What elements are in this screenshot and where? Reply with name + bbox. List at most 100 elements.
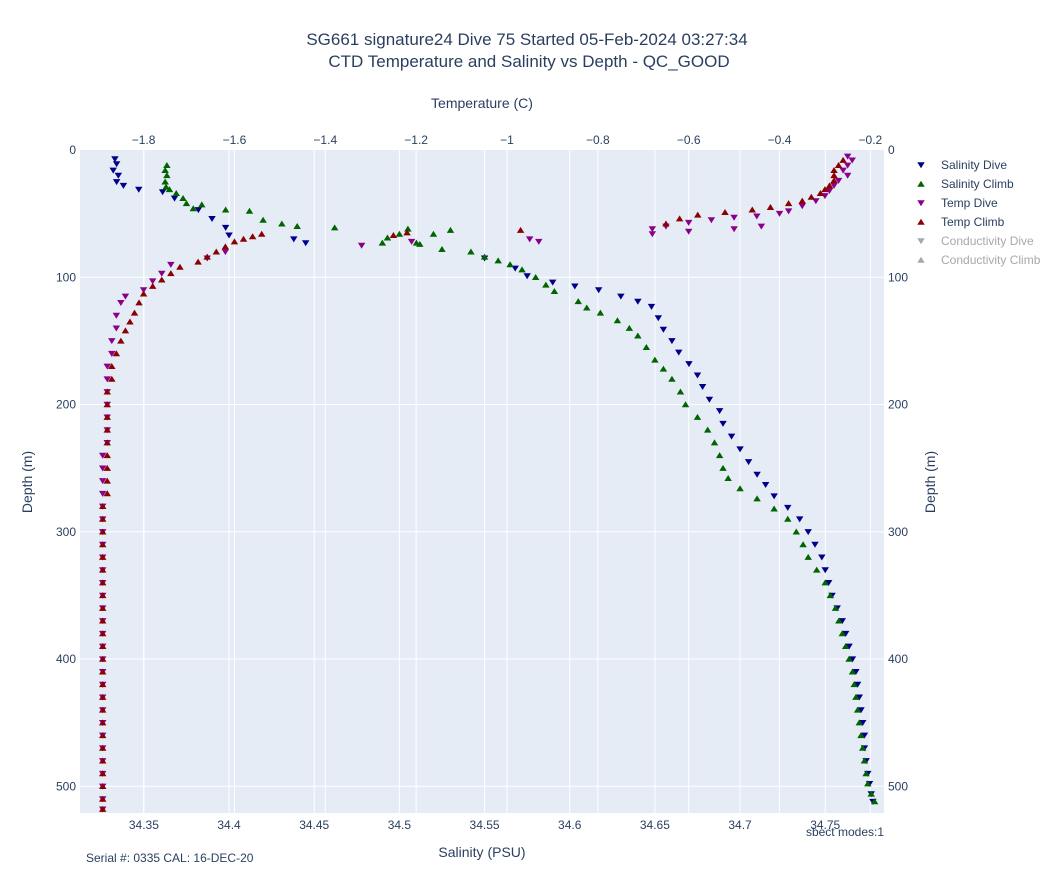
- salinity-climb-marker: [480, 253, 489, 260]
- temp-dive-marker: [684, 228, 693, 235]
- salinity-dive-marker: [170, 195, 179, 202]
- temp-climb-marker: [825, 182, 834, 189]
- legend: Salinity Dive Salinity Climb Temp Dive Temp…: [917, 158, 1041, 267]
- temp-climb-marker: [839, 156, 847, 163]
- temp-climb-marker: [98, 770, 107, 777]
- salinity-dive-marker: [811, 541, 819, 548]
- temp-dive-marker: [158, 270, 166, 277]
- salinity-climb-marker: [804, 553, 812, 560]
- temp-climb-marker: [221, 243, 230, 250]
- temp-climb-marker: [694, 211, 702, 218]
- salinity-dive-marker: [659, 326, 668, 333]
- temp-climb-marker: [830, 172, 838, 179]
- salinity-climb-marker: [715, 452, 724, 459]
- salinity-dive-marker: [698, 383, 707, 390]
- salinity-dive-marker: [858, 719, 867, 726]
- depth-tick-label-left: 300: [56, 525, 76, 539]
- temp-dive-marker: [108, 338, 116, 345]
- salinity-climb-marker: [841, 642, 850, 649]
- top-axis-title: Temperature (C): [431, 95, 533, 111]
- temp-climb-marker: [807, 193, 816, 200]
- salinity-climb-marker: [378, 239, 387, 246]
- salinity-climb-marker: [831, 604, 840, 611]
- salinity-dive-marker: [727, 433, 736, 440]
- temp-dive-marker: [648, 226, 657, 233]
- temp-climb-marker: [112, 350, 121, 357]
- temp-dive-marker: [357, 242, 366, 249]
- temp-climb-marker: [98, 566, 107, 573]
- salinity-climb-marker: [821, 579, 829, 586]
- salinity-climb-marker: [753, 495, 761, 502]
- temperature-tick-label: −0.4: [768, 133, 792, 147]
- salinity-tick-label: 34.65: [640, 818, 670, 832]
- salinity-climb-marker: [799, 541, 807, 548]
- salinity-climb-marker: [625, 324, 634, 331]
- temp-climb-marker: [784, 200, 793, 207]
- temp-dive-marker: [839, 167, 847, 174]
- depth-tick-label-left: 200: [56, 398, 76, 412]
- conductivity-dive-legend-label[interactable]: Conductivity Dive: [941, 234, 1034, 248]
- temp-dive-marker: [167, 261, 175, 268]
- salinity-dive-legend-label[interactable]: Salinity Dive: [941, 158, 1007, 172]
- temp-climb-marker: [98, 528, 107, 535]
- temp-dive-marker: [117, 300, 125, 307]
- salinity-climb-marker: [429, 230, 438, 237]
- salinity-climb-marker: [506, 261, 514, 268]
- temp-climb-marker: [158, 276, 166, 283]
- chart-subtitle: CTD Temperature and Salinity vs Depth - …: [328, 52, 729, 71]
- salinity-climb-legend-label[interactable]: Salinity Climb: [941, 177, 1014, 191]
- salinity-climb-marker: [693, 413, 702, 420]
- temperature-tick-label: −1.2: [404, 133, 428, 147]
- temp-climb-marker: [139, 290, 148, 297]
- temp-climb-legend-label[interactable]: Temp Climb: [941, 215, 1005, 229]
- salinity-climb-marker: [221, 206, 230, 213]
- temp-climb-marker: [516, 226, 525, 233]
- temp-dive-marker: [148, 278, 157, 285]
- salinity-climb-marker: [860, 757, 869, 764]
- temp-dive-marker: [407, 238, 416, 245]
- temp-climb-marker: [230, 238, 239, 245]
- salinity-climb-marker: [719, 464, 727, 471]
- temp-climb-marker: [98, 681, 107, 688]
- salinity-dive-marker: [114, 172, 123, 179]
- conductivity-climb-legend-label[interactable]: Conductivity Climb: [941, 253, 1041, 267]
- serial-cal-footer: Serial #: 0335 CAL: 16-DEC-20: [86, 851, 254, 865]
- salinity-climb-marker: [850, 681, 858, 688]
- temp-climb-marker: [403, 229, 411, 236]
- salinity-climb-marker: [162, 183, 170, 190]
- temp-dive-marker: [798, 203, 806, 210]
- depth-tick-label-left: 400: [56, 652, 76, 666]
- salinity-climb-marker: [583, 304, 591, 311]
- salinity-climb-marker: [446, 226, 455, 233]
- temp-climb-marker: [203, 253, 211, 260]
- temp-dive-marker: [684, 219, 693, 226]
- temp-climb-marker: [103, 464, 111, 471]
- temperature-tick-label: −1: [500, 133, 514, 147]
- salinity-dive-marker: [855, 694, 864, 701]
- temp-dive-marker: [843, 162, 852, 169]
- temp-climb-marker: [98, 706, 107, 713]
- temp-dive-legend-label[interactable]: Temp Dive: [941, 196, 998, 210]
- salinity-dive-marker: [853, 681, 862, 688]
- temp-climb-marker: [103, 388, 111, 395]
- salinity-climb-marker: [770, 505, 778, 512]
- salinity-dive-marker: [857, 707, 865, 714]
- temp-dive-marker: [103, 363, 111, 370]
- temp-dive-marker: [730, 214, 738, 221]
- salinity-dive-marker: [770, 493, 778, 500]
- salinity-climb-marker: [467, 248, 475, 255]
- salinity-climb-marker: [198, 201, 206, 208]
- temp-climb-marker: [212, 248, 220, 255]
- temp-climb-marker: [98, 592, 107, 599]
- salinity-climb-marker: [835, 617, 843, 624]
- salinity-climb-marker: [870, 798, 879, 805]
- salinity-climb-marker: [853, 706, 862, 713]
- salinity-climb-marker: [792, 528, 800, 535]
- salinity-dive-marker: [753, 471, 761, 478]
- plot-background: [80, 150, 884, 813]
- salinity-dive-marker: [158, 189, 167, 196]
- depth-tick-label-right: 100: [888, 270, 908, 284]
- salinity-climb-marker: [784, 515, 792, 522]
- salinity-dive-marker: [804, 529, 812, 536]
- salinity-climb-marker: [179, 195, 187, 202]
